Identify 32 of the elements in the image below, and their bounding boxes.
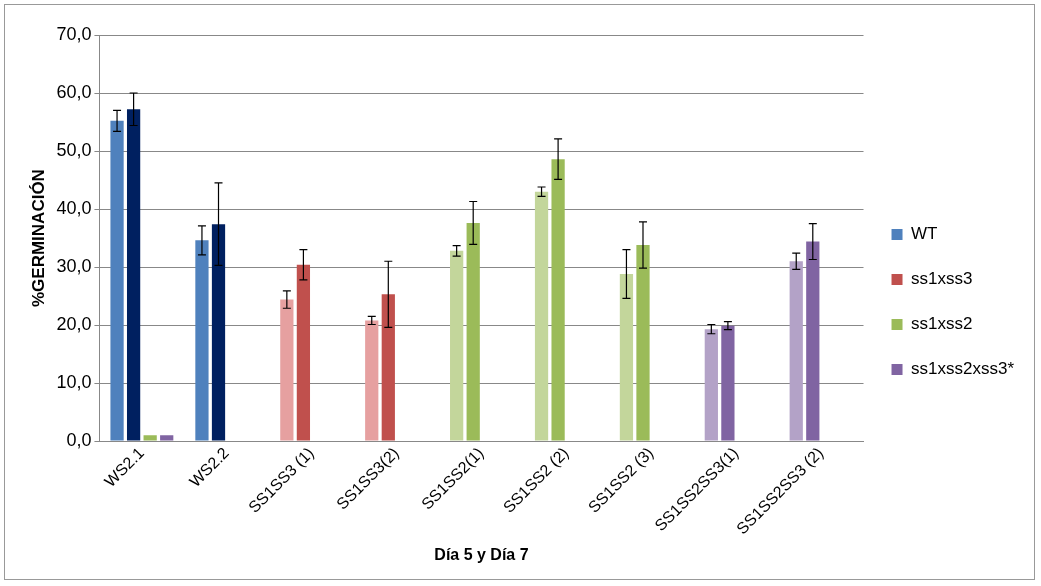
bar xyxy=(619,274,634,441)
x-axis-title: Día 5 y Día 7 xyxy=(434,545,529,563)
bar xyxy=(636,245,650,441)
bar xyxy=(280,299,294,441)
bar xyxy=(160,435,174,441)
bar xyxy=(296,264,311,441)
bar xyxy=(466,222,480,441)
y-axis-title: %GERMINACIÓN xyxy=(28,169,48,307)
bar xyxy=(211,224,226,441)
bar xyxy=(365,320,379,441)
bar xyxy=(789,261,803,441)
bar xyxy=(534,191,549,441)
y-tick-label: 10,0 xyxy=(56,372,92,393)
legend-label: ss1xss3 xyxy=(911,269,973,289)
bar xyxy=(381,294,395,441)
bar xyxy=(704,329,718,441)
y-tick-label: 50,0 xyxy=(56,140,92,160)
y-tick-label: 70,0 xyxy=(56,23,92,44)
legend-label: ss1xss2 xyxy=(911,314,973,334)
bar xyxy=(195,240,209,441)
bar xyxy=(551,159,565,441)
legend-label: ss1xss2xss3* xyxy=(911,359,1015,379)
y-tick-label: 40,0 xyxy=(56,198,92,219)
bar xyxy=(450,250,464,441)
legend-label: WT xyxy=(911,224,938,244)
y-tick-label: 60,0 xyxy=(56,81,92,102)
y-tick-label: 20,0 xyxy=(56,314,92,335)
bar xyxy=(110,120,124,441)
y-tick-label: 30,0 xyxy=(56,256,92,277)
bar xyxy=(143,435,157,441)
y-tick-label: 0,0 xyxy=(66,430,92,451)
bar xyxy=(126,109,141,441)
